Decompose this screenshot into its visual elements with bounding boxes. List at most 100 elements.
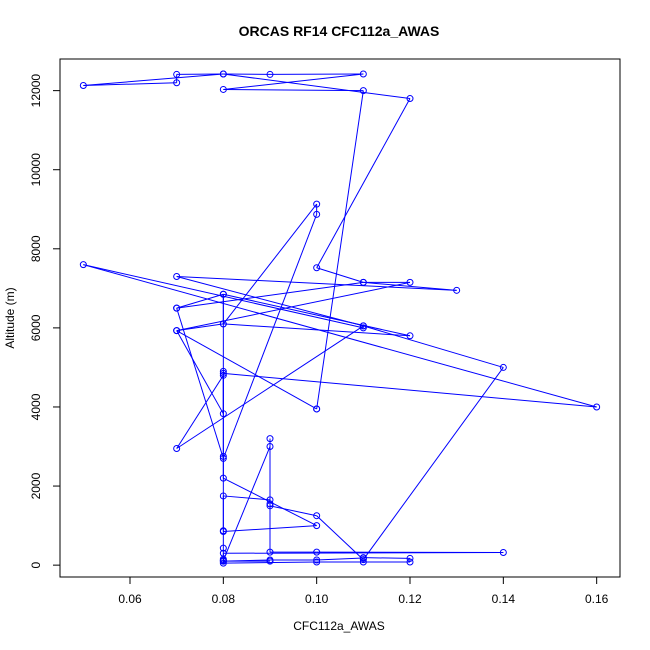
- data-point: [219, 410, 227, 418]
- series-segment: [222, 203, 318, 325]
- data-point: [219, 544, 227, 552]
- data-point: [219, 369, 227, 377]
- data-point: [266, 70, 274, 78]
- data-point: [499, 363, 507, 371]
- y-tick-label: 2000: [29, 472, 43, 499]
- series-segment: [223, 477, 317, 527]
- data-point: [313, 558, 321, 566]
- data-point: [173, 444, 181, 452]
- series-segment: [223, 88, 364, 92]
- series-segment: [222, 446, 271, 561]
- series-segment: [176, 293, 224, 309]
- data-point: [219, 492, 227, 500]
- y-tick-label: 8000: [29, 235, 43, 262]
- series-segment: [223, 559, 271, 562]
- data-point: [313, 200, 321, 208]
- data-point: [359, 556, 367, 564]
- data-point: [219, 320, 227, 328]
- series-segment: [176, 275, 457, 291]
- data-point: [313, 556, 321, 564]
- series-segment: [316, 515, 364, 560]
- series-segment: [363, 557, 411, 559]
- series-segment: [223, 372, 597, 408]
- y-axis: 0 2000 4000 6000 8000 10000 12000: [29, 74, 61, 568]
- x-tick-label: 0.10: [305, 592, 329, 606]
- data-point: [219, 528, 227, 536]
- series-segment: [176, 325, 364, 449]
- series-segment: [223, 73, 411, 100]
- series-segment: [176, 375, 224, 449]
- series-segment: [316, 90, 364, 410]
- plot-frame: [59, 58, 621, 578]
- x-tick-label: 0.16: [585, 592, 609, 606]
- y-tick-label: 4000: [29, 393, 43, 420]
- data-point: [219, 70, 227, 78]
- data-point: [173, 272, 181, 280]
- series-segment: [316, 267, 364, 283]
- y-tick-label: 12000: [29, 74, 43, 108]
- series-segment: [176, 307, 224, 459]
- series-segment: [176, 275, 364, 327]
- series-segment: [222, 214, 318, 459]
- series-segment: [176, 323, 224, 332]
- series-segment: [176, 330, 224, 414]
- data-point: [173, 327, 181, 335]
- series-segment: [83, 264, 597, 408]
- x-tick-label: 0.14: [492, 592, 516, 606]
- series-segment: [223, 293, 411, 337]
- data-point: [359, 554, 367, 562]
- x-tick-label: 0.06: [118, 592, 142, 606]
- data-point: [313, 405, 321, 413]
- data-point: [266, 500, 274, 508]
- data-point: [313, 264, 321, 272]
- data-point: [593, 403, 601, 411]
- series-segment: [223, 525, 317, 533]
- series-segment: [223, 73, 364, 90]
- data-point: [313, 522, 321, 530]
- data-point: [173, 304, 181, 312]
- data-point: [453, 286, 461, 294]
- series-segment: [223, 495, 271, 501]
- x-axis-label: CFC112a_AWAS: [293, 619, 385, 633]
- data-point: [219, 371, 227, 379]
- data-point: [79, 81, 87, 89]
- series-segment: [363, 281, 457, 291]
- data-point: [173, 79, 181, 87]
- data-point: [173, 70, 181, 78]
- y-axis-label: Altitude (m): [3, 287, 17, 348]
- data-point: [79, 261, 87, 269]
- y-tick-label: 6000: [29, 314, 43, 341]
- data-point: [219, 556, 227, 564]
- series-segment: [362, 367, 504, 560]
- series-segment: [176, 330, 317, 410]
- data-point: [219, 549, 227, 557]
- data-point: [359, 558, 367, 566]
- data-point: [219, 367, 227, 375]
- data-point: [406, 95, 414, 103]
- data-point: [359, 324, 367, 332]
- data-point: [219, 454, 227, 462]
- series-segment: [316, 557, 364, 561]
- series-segment: [223, 323, 411, 337]
- x-tick-label: 0.12: [398, 592, 422, 606]
- series-segment: [269, 505, 317, 517]
- data-point: [359, 70, 367, 78]
- series-segment: [83, 82, 177, 86]
- series-segment: [176, 281, 411, 332]
- data-point: [313, 548, 321, 556]
- series-segment: [363, 325, 504, 368]
- data-point: [313, 210, 321, 218]
- data-point: [266, 435, 274, 443]
- chart-title: ORCAS RF14 CFC112a_AWAS: [239, 23, 440, 39]
- data-point: [266, 556, 274, 564]
- data-point: [266, 443, 274, 451]
- x-tick-label: 0.08: [212, 592, 236, 606]
- series-segment: [83, 73, 224, 86]
- data-point: [359, 322, 367, 330]
- data-point: [406, 558, 414, 566]
- data-point: [266, 548, 274, 556]
- y-tick-label: 10000: [29, 153, 43, 187]
- data-point: [219, 474, 227, 482]
- data-point: [219, 290, 227, 298]
- data-point: [499, 548, 507, 556]
